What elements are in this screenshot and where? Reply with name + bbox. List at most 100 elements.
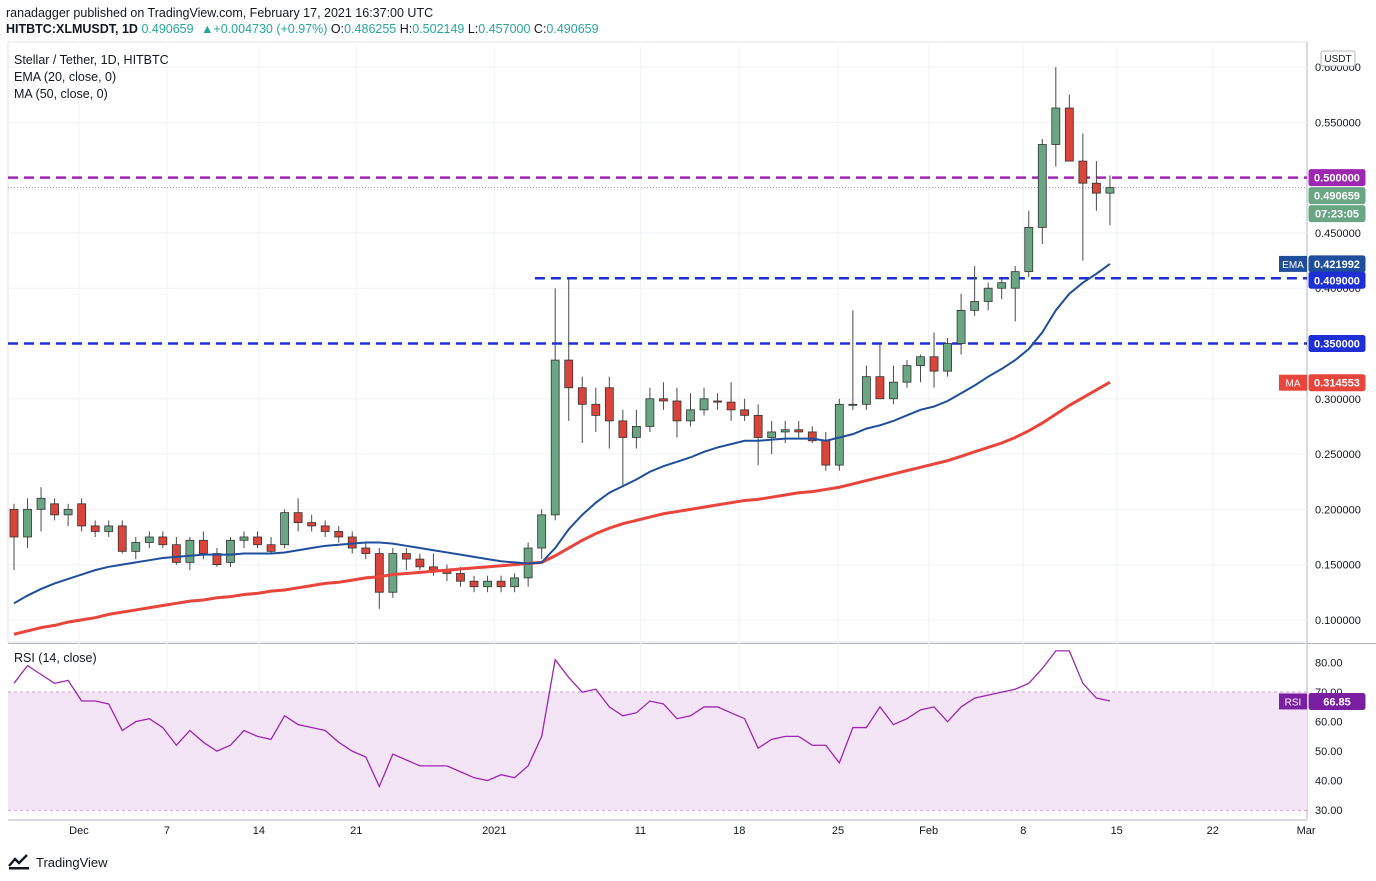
symbol[interactable]: HITBTC:XLMUSDT, 1D: [6, 22, 138, 36]
candle-body: [266, 544, 276, 552]
time-tick-label: Mar: [1297, 825, 1316, 837]
candle-body: [1024, 227, 1034, 273]
candle-body: [1105, 187, 1115, 194]
candle: [374, 548, 384, 609]
candle-body: [212, 553, 222, 566]
candle: [1078, 133, 1088, 261]
candle-body: [537, 514, 547, 549]
candle: [956, 293, 966, 355]
candle-body: [753, 414, 763, 438]
candles: [9, 67, 1115, 609]
candle-body: [1051, 107, 1061, 145]
candle-body: [631, 426, 641, 438]
candle-body: [564, 359, 574, 389]
candle-body: [320, 525, 330, 532]
ma-price-tag: 0.314553: [1314, 378, 1360, 390]
rsi-tick-label: 50.00: [1315, 746, 1343, 758]
candle: [239, 531, 249, 549]
price-tick-label: 0.150000: [1315, 560, 1361, 572]
support2-price-tag: 0.350000: [1314, 339, 1360, 351]
candle-body: [239, 536, 249, 541]
candle-body: [983, 287, 993, 302]
candle: [659, 382, 668, 410]
candle: [943, 337, 952, 377]
candle-body: [550, 359, 560, 516]
candle: [699, 387, 709, 416]
candle-body: [713, 400, 722, 403]
candle-body: [726, 401, 736, 411]
candle-body: [780, 429, 790, 433]
candle-body: [9, 508, 19, 538]
price-tick-label: 0.100000: [1315, 615, 1361, 627]
candle-body: [415, 558, 425, 568]
candle-body: [956, 309, 966, 344]
candle: [401, 548, 411, 571]
candle: [1024, 210, 1034, 278]
ma-line: [13, 380, 1111, 636]
footer[interactable]: TradingView: [8, 853, 108, 871]
candle-body: [280, 512, 290, 546]
candle: [442, 564, 452, 582]
candle: [320, 520, 330, 537]
rsi-side-tag: RSI: [1285, 697, 1302, 708]
low-label: L:: [467, 22, 479, 36]
candle-body: [361, 547, 371, 554]
candle-body: [929, 356, 939, 372]
time-tick-label: Feb: [919, 825, 938, 837]
candle-body: [496, 580, 506, 588]
rsi-line: [13, 650, 1111, 789]
candle: [1010, 266, 1020, 322]
price-tick-label: 0.450000: [1315, 228, 1361, 240]
candle: [821, 431, 831, 471]
candle-body: [199, 539, 208, 554]
time-tick-label: 11: [635, 825, 646, 837]
time-tick-label: 22: [1207, 825, 1219, 837]
candle-body: [970, 301, 980, 311]
candle: [510, 573, 520, 593]
symbol-ohlc-line: HITBTC:XLMUSDT, 1D 0.490659 ▲+0.004730 (…: [6, 22, 599, 36]
candle-body: [943, 343, 952, 372]
candle-body: [307, 522, 317, 527]
candle: [916, 354, 925, 383]
candle: [496, 575, 506, 593]
ema-legend: EMA (20, close, 0): [14, 70, 117, 84]
candle-body: [591, 403, 601, 416]
candle-body: [740, 409, 750, 416]
candle: [469, 575, 479, 593]
candle-body: [171, 544, 181, 563]
candle-body: [1064, 107, 1074, 162]
candle-body: [848, 403, 858, 406]
candle: [212, 548, 222, 567]
grid: [7, 41, 1376, 821]
candle: [686, 393, 695, 427]
candle: [117, 520, 127, 554]
resistance-price-tag: 0.500000: [1314, 173, 1360, 185]
published-line: ranadagger published on TradingView.com,…: [6, 6, 434, 20]
resistance-price-tag-bg: [1308, 169, 1366, 187]
candle: [807, 426, 817, 443]
candle: [902, 360, 912, 388]
currency-label: USDT: [1324, 54, 1351, 65]
candle: [645, 387, 655, 432]
close-value: 0.490659: [546, 22, 599, 36]
candle: [740, 398, 750, 421]
support1-price-tag: 0.409000: [1314, 275, 1360, 287]
candle-body: [77, 503, 87, 527]
rsi-tick-label: 60.00: [1315, 717, 1343, 729]
candle-body: [374, 553, 384, 593]
support2-price-tag-bg: [1308, 335, 1366, 352]
candle-body: [158, 536, 168, 546]
candle-body: [916, 356, 925, 367]
candle-body: [1078, 160, 1088, 184]
support1-price-tag-bg: [1308, 271, 1366, 289]
candle-body: [36, 497, 46, 510]
candle: [1092, 161, 1101, 211]
candle: [185, 536, 195, 571]
candle: [104, 520, 114, 537]
candle: [77, 498, 87, 532]
candle: [929, 332, 939, 388]
candle-body: [889, 381, 898, 400]
candle: [1051, 67, 1061, 167]
candle-body: [577, 387, 587, 405]
